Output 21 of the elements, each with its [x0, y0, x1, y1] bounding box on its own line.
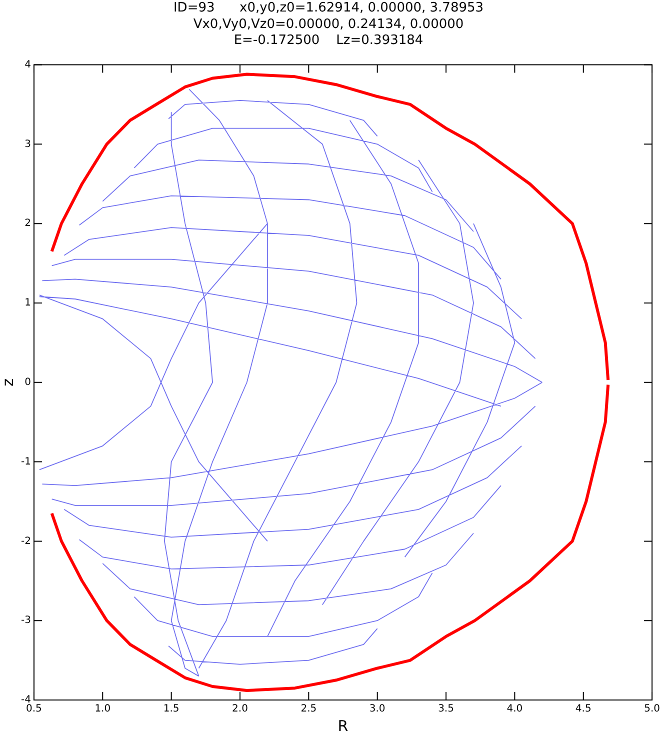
x-tick-label: 1.5 — [163, 704, 180, 715]
y-tick-label: -2 — [20, 536, 31, 547]
y-tick-label: 1 — [24, 298, 31, 309]
y-tick-label: -1 — [20, 456, 31, 468]
y-tick-label: 4 — [24, 59, 31, 70]
x-tick-label: 4.5 — [575, 704, 592, 715]
x-tick-label: 1.0 — [94, 704, 111, 715]
y-tick-label: 3 — [24, 138, 31, 150]
x-tick-label: 4.0 — [506, 704, 523, 715]
y-tick-label: 0 — [24, 376, 31, 388]
x-tick-label: 5.0 — [644, 704, 660, 715]
x-tick-label: 3.0 — [369, 704, 386, 715]
y-axis-title: z — [0, 378, 17, 386]
x-tick-label: 2.5 — [300, 704, 317, 715]
x-axis-title: R — [338, 716, 348, 735]
x-tick-label: 2.0 — [232, 704, 248, 715]
x-tick-label: 3.5 — [438, 704, 454, 715]
x-tick-label: 0.5 — [26, 704, 42, 715]
y-tick-label: -3 — [20, 615, 31, 626]
y-tick-label: 2 — [24, 218, 31, 230]
chart-title: ID=93 x0,y0,z0=1.62914, 0.00000, 3.78953 Vx0,Vy0,Vz0=0.00000, 0.24134, 0.00000 E=-0.172500 Lz=0.393184 — [173, 0, 484, 48]
